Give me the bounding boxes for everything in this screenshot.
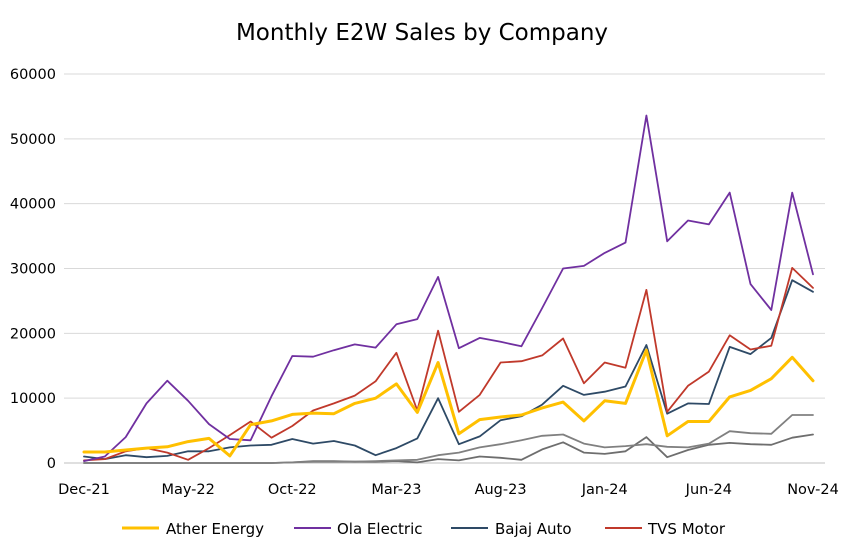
series-line-unlabeled-4 (83, 414, 814, 464)
y-tick-label: 0 (47, 456, 56, 472)
series-line-ather-energy (82, 348, 815, 458)
x-tick-label: Jun-24 (685, 482, 732, 498)
legend-label: Bajaj Auto (495, 520, 572, 538)
y-tick-label: 20000 (10, 326, 56, 342)
y-tick-label: 40000 (10, 197, 56, 213)
series-line-bajaj-auto (83, 279, 814, 461)
series-line-tvs-motor (83, 266, 814, 462)
x-tick-label: Nov-24 (787, 482, 839, 498)
series-line-ola-electric (83, 114, 814, 463)
x-tick-label: Oct-22 (268, 482, 317, 498)
series-lines (82, 114, 815, 464)
series-line-unlabeled-5 (83, 433, 814, 464)
legend-label: Ola Electric (337, 520, 423, 538)
x-tick-label: Jan-24 (581, 482, 628, 498)
x-tick-label: Mar-23 (371, 482, 421, 498)
x-axis-ticks: Dec-21 May-22 Oct-22 Mar-23 Aug-23 Jan-24 Jun-… (58, 482, 839, 498)
y-tick-label: 50000 (10, 132, 56, 148)
legend-label: Ather Energy (166, 520, 264, 538)
y-axis-ticks: 0 10000 20000 30000 40000 50000 60000 (10, 67, 56, 472)
y-tick-label: 60000 (10, 67, 56, 83)
y-tick-label: 10000 (10, 391, 56, 407)
x-tick-label: May-22 (161, 482, 214, 498)
y-tick-label: 30000 (10, 262, 56, 278)
chart-title: Monthly E2W Sales by Company (236, 20, 608, 46)
legend-label: TVS Motor (647, 520, 726, 538)
legend: Ather Energy Ola Electric Bajaj Auto TVS Mo… (122, 520, 726, 538)
x-tick-label: Dec-21 (58, 482, 110, 498)
gridlines (64, 73, 825, 464)
x-tick-label: Aug-23 (475, 482, 527, 498)
